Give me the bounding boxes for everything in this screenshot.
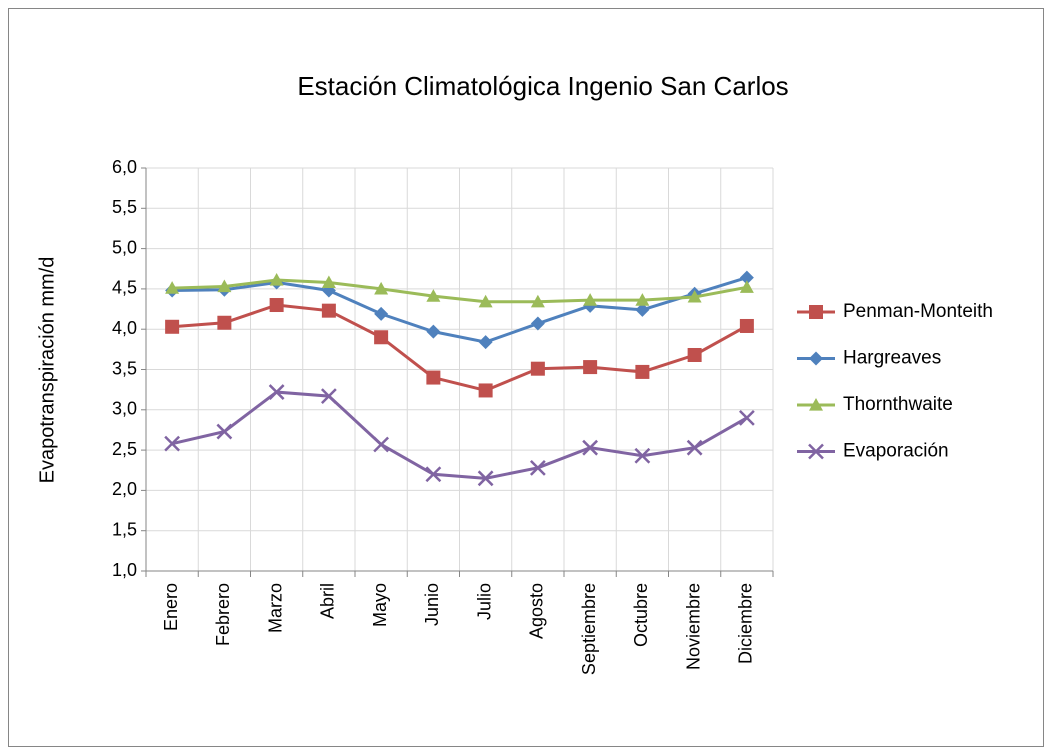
point xyxy=(478,294,493,308)
point xyxy=(374,306,389,321)
point xyxy=(635,364,650,379)
x-tick-label: Agosto xyxy=(527,583,547,639)
point xyxy=(634,447,651,464)
point xyxy=(635,293,650,306)
point xyxy=(530,294,545,308)
legend-label: Thornthwaite xyxy=(843,394,953,415)
point xyxy=(687,289,702,303)
point xyxy=(165,281,180,294)
point xyxy=(217,315,232,330)
y-axis-label: Evapotranspiración mm/d xyxy=(36,257,58,484)
point xyxy=(374,330,389,345)
y-tick-label: 1,0 xyxy=(112,560,137,580)
y-tick-label: 5,5 xyxy=(112,197,137,217)
x-tick-label: Septiembre xyxy=(579,583,599,675)
point xyxy=(425,466,442,483)
point xyxy=(321,275,336,289)
point xyxy=(582,439,599,456)
point xyxy=(374,281,389,295)
series-line xyxy=(172,303,748,393)
point xyxy=(268,384,285,400)
point xyxy=(529,459,546,476)
point xyxy=(583,293,598,306)
point xyxy=(583,360,598,375)
x-tick-label: Junio xyxy=(422,583,442,626)
legend-label: Penman-Monteith xyxy=(843,301,993,322)
y-tick-label: 1,5 xyxy=(112,519,137,539)
point xyxy=(373,436,390,453)
y-tick-label: 4,5 xyxy=(112,278,137,298)
x-tick-label: Julio xyxy=(474,583,494,620)
y-tick-label: 2,5 xyxy=(112,439,137,459)
point xyxy=(269,298,284,313)
point xyxy=(477,470,494,487)
y-tick-label: 4,0 xyxy=(112,318,137,338)
legend-label: Evaporación xyxy=(843,441,949,462)
y-tick-label: 5,0 xyxy=(112,237,137,257)
x-tick-label: Marzo xyxy=(265,583,285,633)
series-line xyxy=(171,390,748,480)
legend-marker xyxy=(808,443,824,460)
point xyxy=(530,316,545,331)
point xyxy=(739,318,754,333)
x-tick-label: Enero xyxy=(161,583,181,631)
point xyxy=(739,270,754,285)
point xyxy=(478,383,493,398)
point xyxy=(164,435,181,452)
x-tick-label: Diciembre xyxy=(736,583,756,664)
y-tick-label: 3,0 xyxy=(112,399,137,419)
x-tick-label: Febrero xyxy=(213,583,233,646)
point xyxy=(426,289,441,302)
legend-label: Hargreaves xyxy=(843,348,941,369)
chart-title: Estación Climatológica Ingenio San Carlo… xyxy=(297,71,788,101)
series-line xyxy=(172,276,748,344)
x-tick-label: Mayo xyxy=(370,583,390,627)
legend-marker xyxy=(809,305,823,319)
point xyxy=(635,302,650,317)
point xyxy=(165,319,180,334)
series-line xyxy=(172,278,748,304)
legend-marker xyxy=(809,351,823,366)
point xyxy=(687,347,702,362)
point xyxy=(738,409,755,426)
y-tick-label: 2,0 xyxy=(112,479,137,499)
point xyxy=(686,439,703,456)
legend-marker xyxy=(809,398,823,411)
point xyxy=(216,423,233,440)
point xyxy=(478,335,493,350)
y-tick-label: 6,0 xyxy=(112,157,137,177)
point xyxy=(217,279,232,293)
point xyxy=(320,388,337,404)
chart-border xyxy=(8,8,1044,747)
point xyxy=(530,361,545,376)
x-tick-label: Noviembre xyxy=(683,583,703,670)
point xyxy=(321,303,336,318)
x-tick-label: Abril xyxy=(318,583,338,619)
point xyxy=(426,324,441,339)
point xyxy=(739,280,754,293)
point xyxy=(269,273,284,286)
point xyxy=(426,370,441,385)
x-tick-label: Octubre xyxy=(631,583,651,647)
y-tick-label: 3,5 xyxy=(112,358,137,378)
